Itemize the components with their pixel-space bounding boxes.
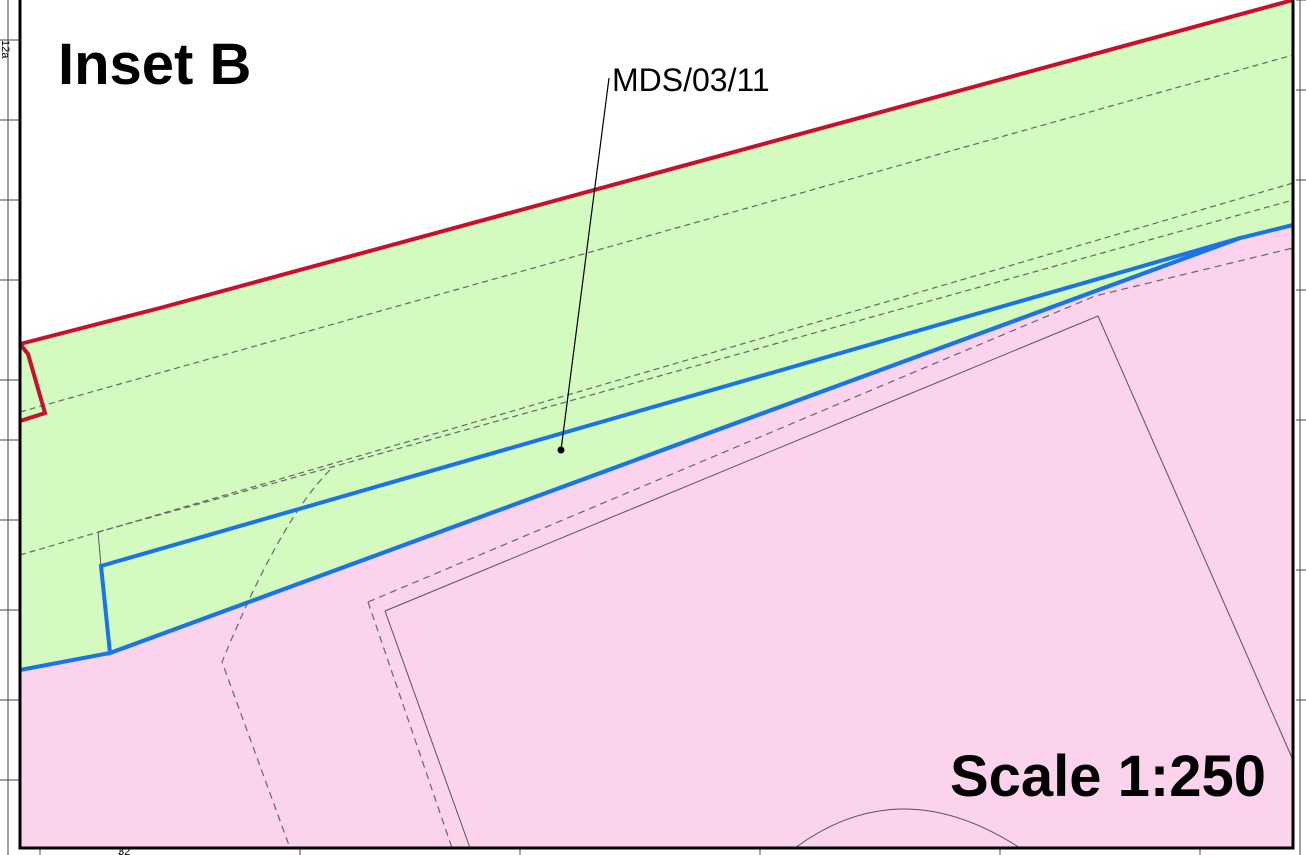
map-frame [18,0,1295,850]
developed-site-area [20,225,1293,848]
site-allocation-boundary-extension [19,223,1294,672]
bottom-arc [794,808,1021,849]
building-outlines [97,315,1294,849]
green-belt-area [20,0,1293,670]
label-leader-line [560,77,610,451]
inset-title: Inset B [58,32,252,97]
building-dashed-outlines [221,247,1294,849]
site-reference-label: MDS/03/11 [612,62,770,98]
basemap-house-number: 12a [0,40,11,59]
plan-boundary-spur [18,342,48,423]
site-point-marker [557,446,565,454]
basemap-house-number: 32 [118,846,130,855]
road-lines [19,54,1294,556]
plan-boundary [19,0,1294,346]
scale-label: Scale 1:250 [949,744,1266,809]
